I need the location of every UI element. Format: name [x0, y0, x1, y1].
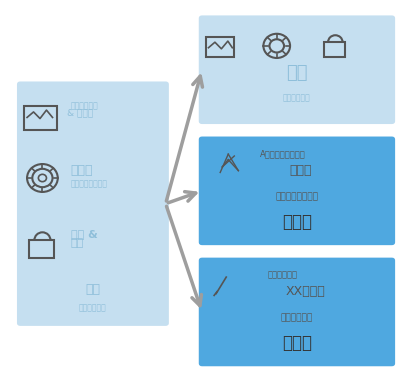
Text: ワークロード: ワークロード: [268, 271, 298, 280]
Bar: [206, 37, 234, 57]
Text: 回復: 回復: [71, 237, 84, 248]
Text: の運用: の運用: [290, 164, 312, 177]
Text: 運用の: 運用の: [71, 164, 93, 177]
Text: XXの運用: XXの運用: [285, 285, 325, 298]
Text: 特殊化: 特殊化: [282, 213, 312, 231]
Text: ワークロード: ワークロード: [281, 313, 313, 322]
Bar: [29, 240, 54, 258]
Text: コンプライアンス: コンプライアンス: [71, 179, 108, 188]
Text: 管理: 管理: [85, 283, 101, 297]
Bar: [324, 42, 345, 57]
Text: & 可視性: & 可視性: [67, 108, 94, 117]
Text: プラットフォーム: プラットフォーム: [276, 192, 318, 201]
Bar: [24, 106, 57, 130]
Text: Aプラットフォーム: Aプラットフォーム: [260, 150, 306, 159]
Text: インベントリ: インベントリ: [71, 101, 99, 110]
Text: ベースライン: ベースライン: [283, 94, 311, 103]
Text: ベースライン: ベースライン: [79, 303, 107, 312]
FancyBboxPatch shape: [199, 137, 395, 245]
FancyBboxPatch shape: [199, 15, 395, 124]
Text: 保護 &: 保護 &: [71, 229, 97, 239]
FancyBboxPatch shape: [199, 258, 395, 366]
Text: 特殊化: 特殊化: [282, 334, 312, 352]
Text: 拡張: 拡張: [286, 64, 308, 83]
FancyBboxPatch shape: [17, 81, 169, 326]
